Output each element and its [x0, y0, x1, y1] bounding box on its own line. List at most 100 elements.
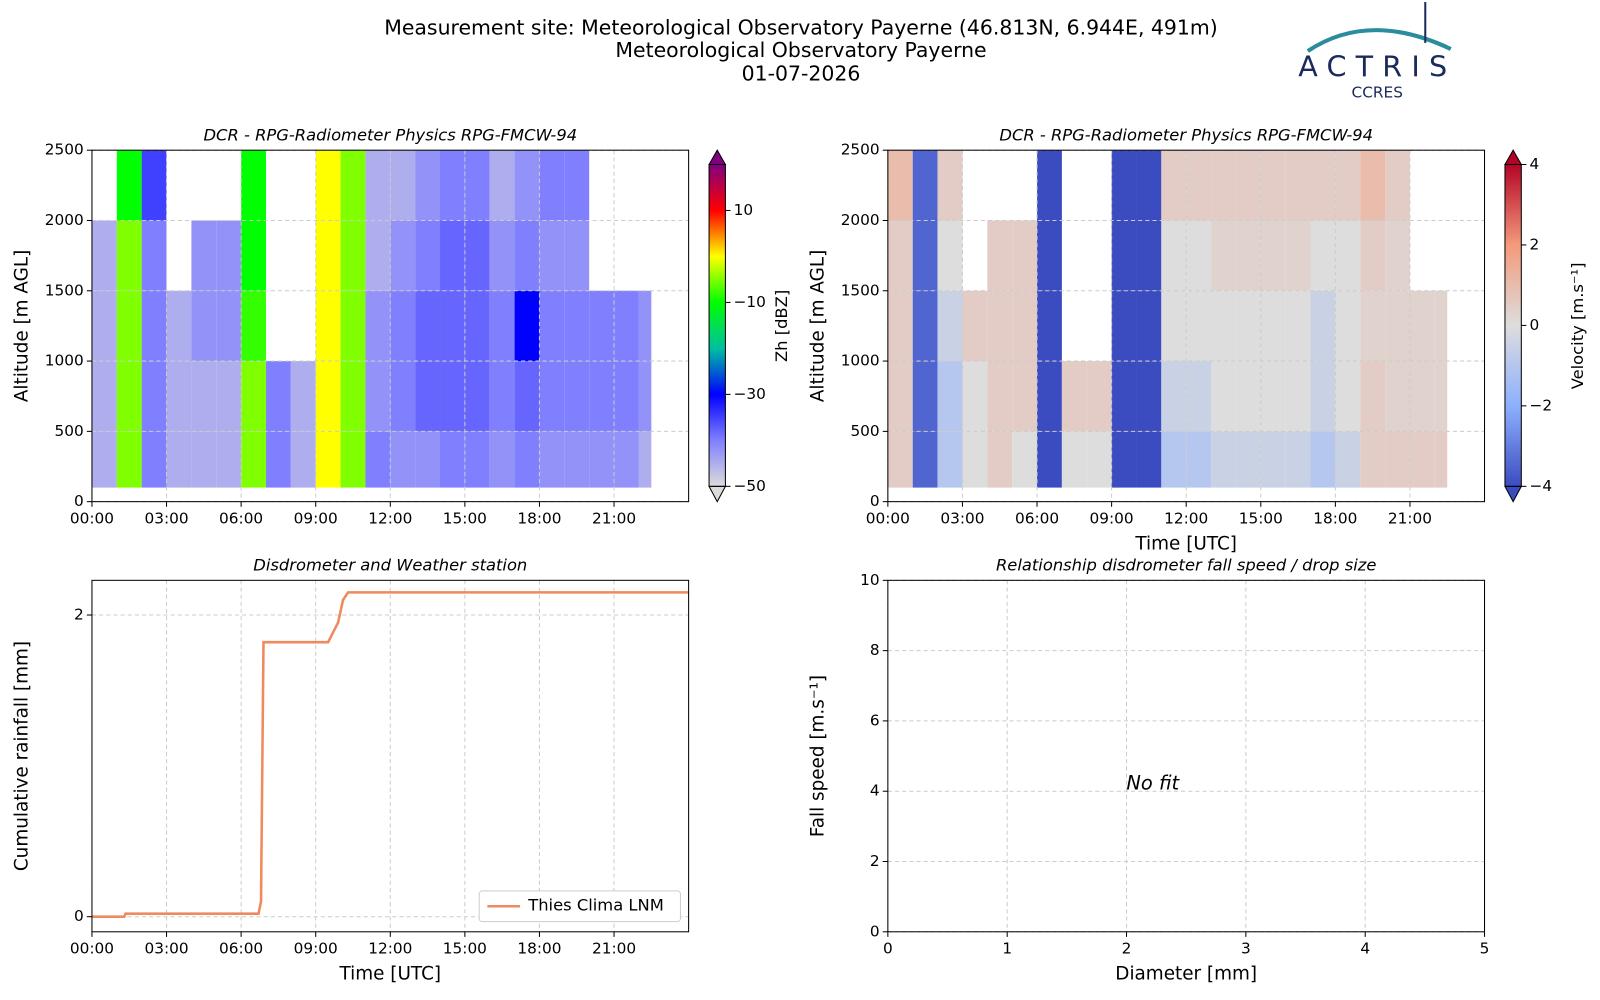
- heatmap-cell: [1335, 150, 1361, 221]
- heatmap-cell: [514, 220, 540, 291]
- heatmap-cell: [290, 431, 316, 488]
- colorbar-tick-label: −4: [1529, 477, 1552, 495]
- heatmap-cell: [1211, 431, 1236, 488]
- y-tick-label: 2000: [45, 211, 84, 229]
- y-tick-label: 2000: [841, 211, 880, 229]
- heatmap-cell: [315, 290, 341, 362]
- plot-frame: [887, 149, 1486, 503]
- heatmap-cell: [1235, 431, 1261, 488]
- heatmap-cell: [912, 361, 938, 432]
- heatmap-cell: [937, 361, 963, 432]
- heatmap-cell: [962, 290, 988, 362]
- heatmap-cell: [141, 150, 167, 221]
- heatmap-cell: [1136, 431, 1162, 488]
- heatmap-cell: [1409, 431, 1435, 488]
- heatmap-cell: [464, 361, 490, 432]
- colorbar-tick-label: 10: [734, 201, 753, 219]
- heatmap-cell: [1186, 290, 1212, 362]
- heatmap-cell: [265, 361, 291, 432]
- heatmap-cell: [116, 150, 142, 221]
- heatmap-cell: [539, 361, 565, 432]
- y-tick-label: 1500: [45, 281, 84, 299]
- heatmap-cell: [539, 220, 565, 291]
- heatmap-cell: [1434, 290, 1448, 362]
- header-line: Measurement site: Meteorological Observa…: [384, 16, 1218, 40]
- x-tick-label: 03:00: [940, 510, 984, 528]
- heatmap-cell: [1385, 290, 1410, 362]
- heatmap-cell: [887, 220, 913, 291]
- heatmap-cell: [937, 220, 963, 291]
- y-axis-label: Altitude [m AGL]: [11, 250, 32, 402]
- heatmap-cell: [440, 431, 465, 488]
- y-tick-label: 0: [74, 907, 84, 925]
- chart-title: DCR - RPG-Radiometer Physics RPG-FMCW-94: [999, 125, 1373, 144]
- heatmap-cell: [912, 220, 938, 291]
- heatmap-cell: [514, 431, 540, 488]
- heatmap-cell: [937, 431, 963, 488]
- x-tick-label: 06:00: [219, 940, 263, 958]
- heatmap-cell: [1335, 290, 1361, 362]
- heatmap-cell: [1335, 220, 1361, 291]
- heatmap-cell: [315, 431, 341, 488]
- y-tick-label: 2: [74, 606, 84, 624]
- heatmap-cell: [1186, 361, 1212, 432]
- heatmap-cell: [440, 150, 465, 221]
- x-tick-label: 21:00: [1388, 510, 1432, 528]
- heatmap-cell: [464, 150, 490, 221]
- y-axis-label: Cumulative rainfall [mm]: [11, 641, 32, 871]
- chart-title: DCR - RPG-Radiometer Physics RPG-FMCW-94: [203, 125, 577, 144]
- heatmap-cell: [191, 431, 217, 488]
- x-tick-label: 06:00: [1015, 510, 1059, 528]
- heatmap-cell: [489, 220, 515, 291]
- heatmap-cell: [912, 290, 938, 362]
- heatmap-cell: [962, 431, 988, 488]
- heatmap-cell: [1235, 150, 1261, 221]
- heatmap-cell: [315, 361, 341, 432]
- heatmap-cell: [1086, 431, 1112, 488]
- heatmap-cell: [589, 431, 615, 488]
- heatmap-cell: [1335, 361, 1361, 432]
- heatmap-cell: [464, 220, 490, 291]
- heatmap-cell: [265, 431, 291, 488]
- heatmap-cell: [91, 431, 117, 488]
- heatmap-cell: [290, 361, 316, 432]
- heatmap-cell: [365, 290, 391, 362]
- heatmap-cell: [1161, 361, 1187, 432]
- plot-frame: [91, 579, 690, 933]
- colorbar-tick-label: −30: [734, 385, 766, 403]
- x-tick-label: 0: [883, 940, 893, 958]
- heatmap-cell: [390, 220, 416, 291]
- y-tick-label: 2500: [841, 141, 880, 159]
- heatmap-cell: [241, 220, 266, 291]
- x-tick-label: 00:00: [70, 510, 114, 528]
- x-tick-label: 4: [1360, 940, 1370, 958]
- colorbar-label: Zh [dBZ]: [772, 290, 791, 362]
- heatmap-cell: [340, 361, 366, 432]
- heatmap-cell: [937, 290, 963, 362]
- heatmap-cell: [1111, 431, 1137, 488]
- heatmap-cell: [1012, 431, 1038, 488]
- heatmap-cell: [1111, 361, 1137, 432]
- heatmap-cell: [116, 361, 142, 432]
- heatmap-cell: [241, 290, 266, 362]
- heatmap-cell: [241, 361, 266, 432]
- heatmap-cell: [887, 361, 913, 432]
- heatmap-cell: [340, 290, 366, 362]
- heatmap-cell: [1211, 150, 1236, 221]
- logo-sub: CCRES: [1352, 83, 1403, 101]
- heatmap-cell: [191, 220, 217, 291]
- heatmap-cell: [1285, 290, 1311, 362]
- heatmap-cell: [116, 431, 142, 488]
- heatmap-cell: [1385, 431, 1410, 488]
- heatmap-cell: [390, 150, 416, 221]
- heatmap-cell: [216, 431, 242, 488]
- heatmap-cell: [987, 361, 1013, 432]
- heatmap-cell: [340, 220, 366, 291]
- colorbar: [709, 164, 726, 487]
- heatmap-cell: [1186, 431, 1212, 488]
- heatmap-cell: [1310, 220, 1336, 291]
- colorbar-label: Velocity [m.s⁻¹]: [1568, 263, 1587, 390]
- heatmap-cell: [1186, 220, 1212, 291]
- colorbar: [1504, 164, 1522, 487]
